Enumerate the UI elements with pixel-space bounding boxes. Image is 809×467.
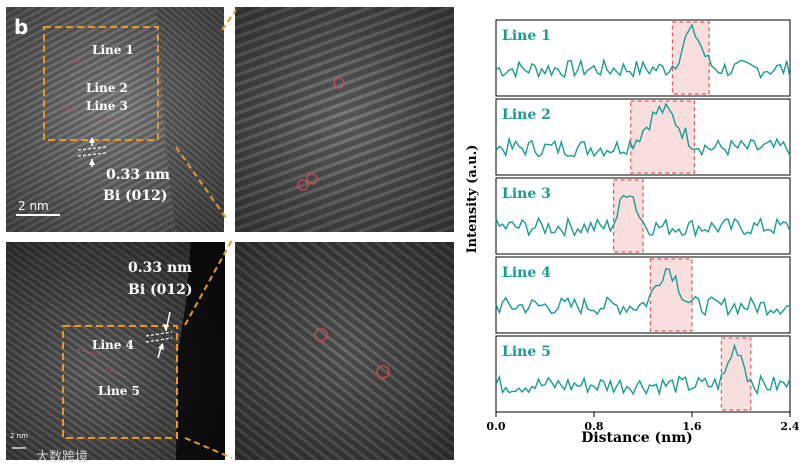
profile-line	[495, 267, 791, 317]
series-label: Line 4	[502, 265, 551, 281]
tem-zoom-top	[235, 7, 454, 232]
tem-zoom-bottom-canvas	[235, 242, 454, 460]
profile-line	[495, 194, 791, 239]
x-tick-label: 1.6	[682, 420, 701, 433]
profile-panel-frame	[495, 256, 791, 334]
x-tick-label: 0.8	[584, 420, 603, 433]
scale-bar-label: 2 nm	[10, 432, 28, 440]
y-axis-label: Intensity (a.u.)	[465, 145, 480, 254]
x-tick-label: 0.0	[486, 420, 505, 433]
tem-image-bottom-canvas	[6, 242, 225, 460]
tem-image-bottom: 0.33 nm Bi (012) Line 4 Line 5 2 nm	[6, 242, 225, 460]
panel-label: b	[14, 15, 29, 39]
scale-bar-label: 2 nm	[18, 199, 49, 213]
peak-highlight	[649, 258, 693, 332]
profile-line	[495, 343, 791, 397]
series-label: Line 1	[502, 28, 551, 44]
profile-axis: 0.0 0.8 1.6 2.4	[486, 412, 800, 433]
profile-line	[495, 23, 791, 80]
profile-panels: Line 1 Line 2 Line 3 Line 4 Line 5	[495, 19, 791, 413]
series-label: Line 5	[502, 344, 551, 360]
profile-line	[495, 102, 791, 158]
peak-highlight	[671, 21, 710, 95]
line-3-label: Line 3	[86, 99, 128, 113]
tem-image-top: b Line 1 Line 2 Line 3 0.33 nm Bi (012) …	[6, 7, 224, 232]
series-label: Line 3	[502, 186, 551, 202]
zoom-connectors	[175, 9, 237, 459]
x-tick-label: 2.4	[780, 420, 799, 433]
line-2-label: Line 2	[86, 81, 128, 95]
profile-panel-frame	[495, 19, 791, 97]
tem-zoom-top-canvas	[235, 7, 454, 232]
line-4-label: Line 4	[92, 338, 134, 352]
spacing-label: 0.33 nm	[128, 260, 192, 276]
tem-image-top-canvas	[6, 7, 224, 232]
line-1-label: Line 1	[92, 43, 134, 57]
x-axis-label: Distance (nm)	[581, 430, 693, 446]
series-label: Line 2	[502, 107, 551, 123]
line-5-label: Line 5	[98, 384, 140, 398]
spacing-label: 0.33 nm	[106, 167, 170, 183]
watermark: 大数跨境	[36, 450, 89, 465]
plane-label: Bi (012)	[103, 188, 168, 204]
line-profile-chart: Line 1 Line 2 Line 3 Line 4 Line 5 0.0 0.8 1.6…	[465, 19, 800, 446]
plane-label: Bi (012)	[128, 282, 193, 298]
tem-zoom-bottom	[235, 242, 454, 460]
